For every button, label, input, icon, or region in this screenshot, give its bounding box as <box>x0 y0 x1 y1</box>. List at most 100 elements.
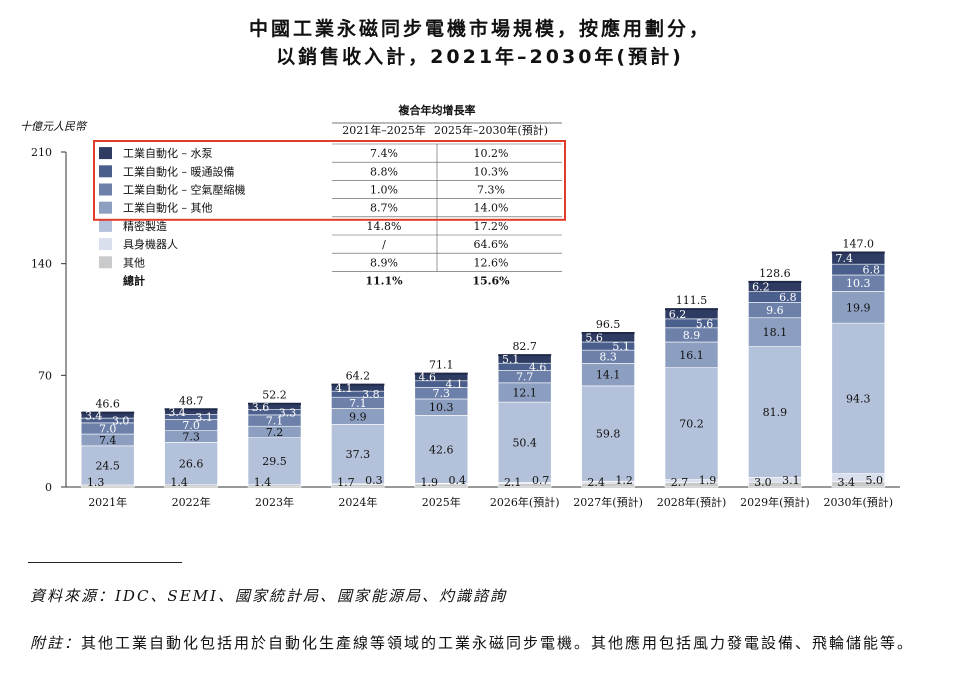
bar-value-label: 1.2 <box>615 474 633 487</box>
bar-segment <box>664 341 719 368</box>
legend-label: 工業自動化 – 水泵 <box>123 146 213 160</box>
bar-value-label: 2.1 <box>504 476 522 489</box>
bar-value-label: 4.1 <box>335 382 353 395</box>
legend-label: 總計 <box>123 274 145 288</box>
bar-value-label: 7.0 <box>182 419 200 432</box>
bar-value-label: 7.3 <box>182 431 200 444</box>
bar-segment <box>664 367 719 480</box>
x-tick-label: 2021年 <box>88 495 127 509</box>
legend-label: 工業自動化 – 暖通設備 <box>123 164 235 178</box>
cagr-col-header: 2021年–2025年 <box>342 123 426 137</box>
bar-value-label: 50.4 <box>512 436 537 449</box>
bar-value-label: 3.1 <box>782 474 800 487</box>
bar-value-label: 5.6 <box>585 332 603 345</box>
bar-value-label: 0.3 <box>365 474 383 487</box>
cagr-value: 7.3% <box>477 184 505 197</box>
bar-value-label: 9.9 <box>349 410 367 423</box>
cagr-value: 64.6% <box>474 238 509 251</box>
bar-value-label: 3.1 <box>195 411 213 424</box>
cagr-value: 11.1% <box>365 275 403 288</box>
chart-title-line2: 以銷售收入計，2021年–2030年(預計) <box>276 46 684 68</box>
bar-value-label: 5.1 <box>502 353 520 366</box>
legend-label: 具身機器人 <box>123 237 178 251</box>
legend-swatch <box>99 256 112 269</box>
x-tick-label: 2026年(預計) <box>490 495 560 509</box>
cagr-value: 8.9% <box>370 256 398 269</box>
bar-value-label: 26.6 <box>179 458 204 471</box>
bar-value-label: 10.3 <box>429 401 454 414</box>
bar-total-label: 71.1 <box>429 359 454 372</box>
bar-total-label: 64.2 <box>346 370 371 383</box>
footnote-label: 附註： <box>30 634 82 652</box>
bar-total-label: 82.7 <box>512 340 537 353</box>
cagr-value: 15.6% <box>472 275 510 288</box>
bar-value-label: 7.4 <box>99 434 117 447</box>
stacked-bar-chart: 0 70 140 210 十億元人民幣 2021年 46.6 2022年 48.7 2023年 52… <box>20 103 900 509</box>
bar-value-label: 0.4 <box>449 474 467 487</box>
bar-segment <box>414 415 469 484</box>
bar-value-label: 3.4 <box>85 409 103 422</box>
bar-value-label: 4.6 <box>419 371 437 384</box>
bar-value-label: 7.1 <box>349 397 367 410</box>
bar-value-label: 3.0 <box>754 476 772 489</box>
bar-segment <box>497 401 552 483</box>
bar-segment <box>831 291 886 324</box>
bar-value-label: 1.4 <box>170 476 188 489</box>
bar-value-label: 5.0 <box>866 474 884 487</box>
bar-value-label: 16.1 <box>679 349 704 362</box>
cagr-value: 10.2% <box>474 147 509 160</box>
bar-value-label: 6.8 <box>863 264 881 277</box>
bar-total-label: 52.2 <box>262 389 287 402</box>
bar-value-label: 1.4 <box>254 476 272 489</box>
cagr-value: 14.8% <box>367 220 402 233</box>
bar-total-label: 147.0 <box>843 238 875 251</box>
bar-segment <box>581 385 635 482</box>
bar-value-label: 7.4 <box>836 252 854 265</box>
bar-value-label: 8.3 <box>599 351 617 364</box>
bar-value-label: 18.1 <box>763 326 788 339</box>
bar-segment <box>331 424 385 485</box>
bar-value-label: 7.0 <box>99 422 117 435</box>
bar-value-label: 1.7 <box>337 476 355 489</box>
bar-total-label: 111.5 <box>676 294 708 307</box>
bar-value-label: 94.3 <box>846 392 871 405</box>
bar-value-label: 37.3 <box>346 448 371 461</box>
bar-value-label: 14.1 <box>596 369 621 382</box>
bar-value-label: 7.2 <box>266 426 284 439</box>
highlight-box <box>93 140 566 221</box>
legend-label: 工業自動化 – 空氣壓縮機 <box>123 183 246 197</box>
cagr-value: 17.2% <box>474 220 509 233</box>
legend-swatch <box>99 238 112 251</box>
legend-swatch <box>99 183 112 196</box>
bar-value-label: 5.1 <box>612 340 630 353</box>
bar-segment <box>247 437 302 486</box>
x-tick-label: 2023年 <box>255 495 294 509</box>
legend-label: 精密製造 <box>123 219 167 233</box>
bar-value-label: 6.8 <box>779 291 797 304</box>
cagr-value: 8.8% <box>370 165 398 178</box>
cagr-value: 12.6% <box>474 256 509 269</box>
bar-value-label: 7.1 <box>266 415 284 428</box>
cagr-value: 8.7% <box>370 202 398 215</box>
y-tick-label: 140 <box>31 258 52 271</box>
chart-title-line1: 中國工業永磁同步電機市場規模，按應用劃分， <box>248 18 711 40</box>
cagr-value: 1.0% <box>370 184 398 197</box>
bar-value-label: 29.5 <box>262 455 287 468</box>
bar-value-label: 3.6 <box>252 401 270 414</box>
footnote-text: 其他工業自動化包括用於自動化生產線等領域的工業永磁同步電機。其他應用包括風力發電… <box>81 634 915 652</box>
bar-value-label: 2.4 <box>587 476 605 489</box>
bar-value-label: 1.3 <box>87 476 105 489</box>
y-axis-label: 十億元人民幣 <box>20 120 88 133</box>
y-tick-label: 210 <box>31 146 52 159</box>
x-tick-label: 2029年(預計) <box>740 495 810 509</box>
bar-total-label: 46.6 <box>95 398 120 411</box>
cagr-col-header: 2025年–2030年(預計) <box>434 123 548 137</box>
bar-value-label: 59.8 <box>596 428 621 441</box>
bar-segment <box>80 445 135 486</box>
bar-segment <box>748 346 802 478</box>
x-tick-label: 2025年 <box>422 495 461 509</box>
bar-value-label: 0.7 <box>532 474 550 487</box>
bar-value-label: 42.6 <box>429 443 454 456</box>
bar-value-label: 4.6 <box>529 361 547 374</box>
x-tick-label: 2028年(預計) <box>657 495 727 509</box>
